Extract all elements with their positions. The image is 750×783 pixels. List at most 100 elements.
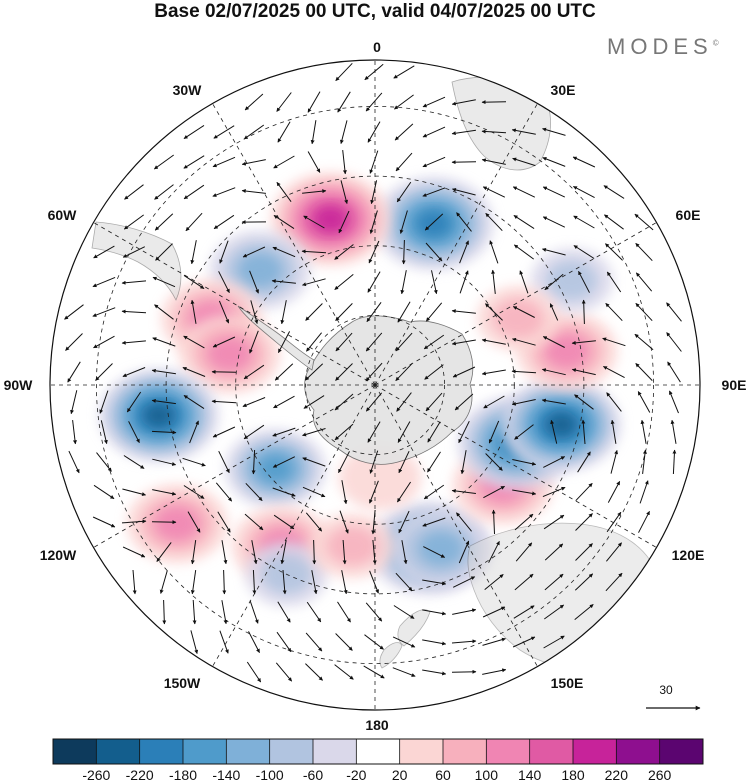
longitude-label: 30W	[173, 82, 203, 98]
longitude-label: 120E	[672, 547, 705, 563]
anomaly-contour	[313, 205, 348, 233]
wind-vector	[605, 302, 623, 322]
wind-vector	[519, 270, 529, 294]
wind-vector	[272, 246, 296, 258]
wind-vector	[122, 488, 146, 497]
longitude-line	[374, 384, 538, 667]
wind-vector	[610, 419, 617, 444]
colorbar-swatch	[659, 739, 704, 764]
wind-vector	[302, 428, 326, 437]
wind-vector	[400, 270, 407, 295]
wind-vector	[219, 240, 229, 264]
colorbar-swatch	[139, 739, 184, 764]
wind-vector	[401, 239, 406, 265]
anomaly-contour	[418, 531, 464, 567]
wind-vector	[485, 453, 503, 471]
wind-vector	[370, 180, 378, 205]
wind-vector	[422, 517, 446, 527]
wind-vector	[451, 639, 477, 644]
wind-vector	[280, 540, 287, 565]
wind-vector	[485, 212, 503, 232]
wind-vector	[335, 633, 353, 651]
wind-vector	[607, 481, 621, 503]
wind-vector	[544, 604, 565, 620]
map-title: Base 02/07/2025 00 UTC, valid 04/07/2025…	[154, 1, 596, 22]
wind-vector	[606, 511, 622, 533]
wind-vector	[132, 569, 137, 595]
brand-mark: ©	[712, 38, 719, 48]
wind-vector	[305, 663, 323, 681]
colorbar-tick-label: -140	[212, 767, 240, 783]
wind-vector	[310, 120, 317, 145]
wind-vector	[602, 337, 626, 347]
wind-vector	[575, 482, 593, 502]
wind-vector	[183, 274, 205, 290]
wind-vector	[367, 121, 381, 143]
wind-vector	[422, 187, 446, 197]
wind-vector	[431, 270, 438, 295]
wind-vector	[512, 306, 535, 318]
wind-vector	[122, 367, 146, 378]
wind-vector	[249, 330, 259, 354]
latitude-circle	[95, 105, 655, 665]
longitude-label: 90W	[4, 377, 34, 393]
wind-vector	[398, 510, 410, 534]
wind-vector	[365, 602, 383, 622]
wind-vector	[122, 546, 146, 558]
wind-vector	[541, 398, 566, 405]
wind-vector	[252, 569, 257, 595]
longitude-label: 0	[373, 39, 381, 55]
wind-vector	[397, 421, 411, 443]
longitude-label: 60E	[676, 207, 701, 223]
wind-vector	[454, 393, 474, 411]
wind-vector	[544, 273, 564, 291]
wind-vector	[542, 157, 566, 167]
longitude-line	[374, 222, 657, 386]
wind-vector	[213, 125, 235, 139]
wind-vector	[190, 240, 197, 265]
wind-vector	[512, 459, 537, 466]
wind-vector	[543, 514, 565, 530]
wind-vector	[369, 450, 379, 474]
wind-vector	[277, 331, 291, 353]
wind-vector	[151, 398, 176, 405]
wind-vector	[273, 395, 295, 409]
wind-vector	[369, 150, 379, 174]
reference-vector-label: 30	[659, 683, 673, 697]
wind-vector	[153, 154, 174, 170]
wind-vector	[422, 156, 446, 168]
wind-vector	[542, 336, 565, 348]
wind-vector	[425, 392, 443, 412]
wind-vectors	[64, 62, 682, 683]
wind-vector	[306, 332, 322, 352]
wind-vector	[92, 276, 116, 288]
colorbar-tick-label: -180	[169, 767, 197, 783]
wind-vector	[334, 664, 354, 680]
wind-vector	[573, 245, 595, 259]
colorbar-swatch	[573, 739, 617, 764]
wind-vector	[96, 452, 112, 472]
modes-logo: MODES©	[607, 34, 719, 60]
wind-vector	[152, 337, 176, 347]
colorbar-swatch	[226, 739, 271, 764]
colorbar-swatch	[399, 739, 444, 764]
wind-vector	[155, 243, 173, 261]
longitude-labels: 0 30E 60E 90E 120E 150E 180 150W 120W 90W 60W 30W	[4, 39, 747, 733]
wind-vector	[483, 395, 505, 409]
colorbar-tick-label: -260	[82, 767, 110, 783]
wind-vector	[334, 393, 354, 411]
wind-vector	[581, 419, 586, 445]
wind-vector	[550, 419, 558, 444]
wind-vector	[398, 450, 410, 474]
wind-vector	[456, 512, 472, 532]
wind-vector	[512, 636, 536, 648]
longitude-label: 120W	[40, 547, 77, 563]
colorbar-tick-label: 20	[392, 767, 408, 783]
wind-vector	[488, 540, 500, 563]
wind-vector	[574, 394, 594, 410]
wind-vector	[395, 152, 413, 172]
wind-vector	[581, 299, 586, 325]
wind-vector	[121, 340, 146, 345]
wind-vector	[183, 155, 205, 169]
wind-vector	[396, 392, 412, 412]
